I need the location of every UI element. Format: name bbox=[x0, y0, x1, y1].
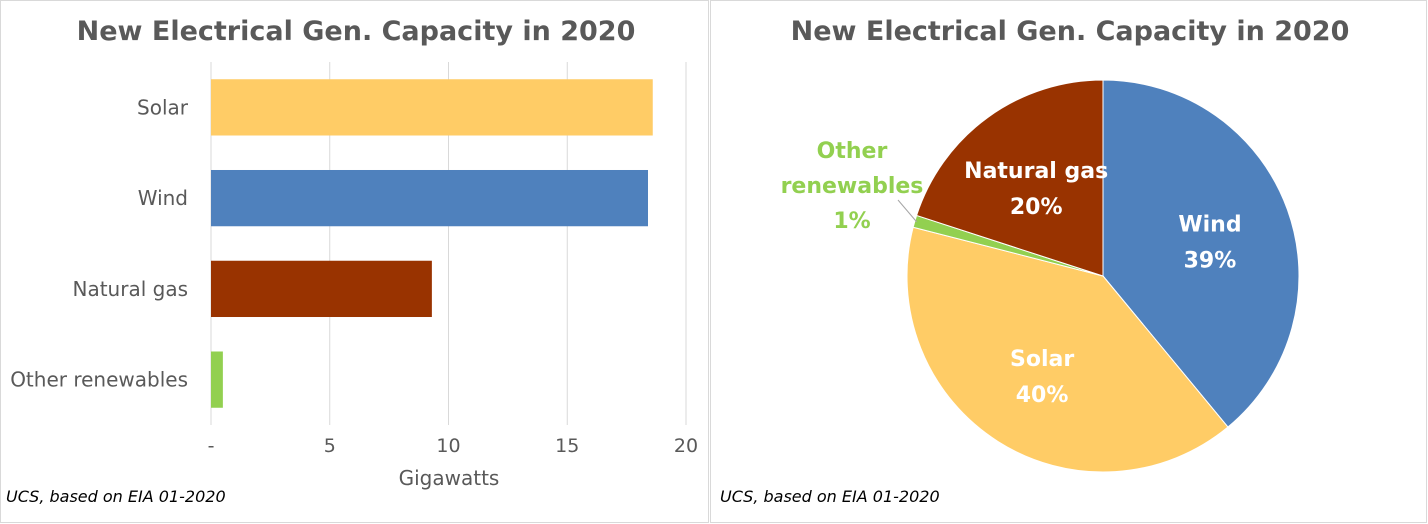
pie-slice bbox=[906, 226, 1229, 473]
pie-slices bbox=[906, 79, 1300, 473]
bar-x-tick-label: 10 bbox=[436, 435, 460, 457]
pie-slice-name-label: Natural gas bbox=[964, 159, 1108, 184]
bar-x-tick-label: 15 bbox=[555, 435, 579, 457]
bar bbox=[211, 260, 432, 318]
bar-tick-labels: - 5 10 15 20 bbox=[208, 435, 699, 457]
bar bbox=[211, 79, 653, 136]
pie-slice-name-label: Wind bbox=[1178, 212, 1241, 237]
bar bbox=[211, 169, 648, 227]
pie-small-slice-percent-label: 1% bbox=[833, 209, 870, 234]
bar-category-label: Natural gas bbox=[73, 277, 189, 301]
bar-chart: New Electrical Gen. Capacity in 2020 Sol… bbox=[6, 16, 698, 506]
bar-category-label: Wind bbox=[138, 186, 188, 210]
bar-x-axis-title: Gigawatts bbox=[399, 466, 500, 490]
bar bbox=[211, 351, 223, 408]
bar-x-tick-label: 20 bbox=[674, 435, 698, 457]
pie-slice-name-label: Solar bbox=[1010, 347, 1074, 372]
pie-slice bbox=[1102, 79, 1300, 428]
pie-chart: New Electrical Gen. Capacity in 2020 Win… bbox=[720, 16, 1349, 506]
bar-chart-title: New Electrical Gen. Capacity in 2020 bbox=[77, 16, 636, 47]
bar-source-note: UCS, based on EIA 01-2020 bbox=[6, 487, 226, 506]
pie-slice-percent-label: 20% bbox=[1010, 195, 1063, 220]
bar-x-tick-label: 5 bbox=[324, 435, 336, 457]
pie-slice-percent-label: 39% bbox=[1184, 248, 1237, 273]
pie-slice-percent-label: 40% bbox=[1016, 383, 1069, 408]
pie-small-slice-name-label: Other bbox=[817, 139, 888, 164]
pie-chart-title: New Electrical Gen. Capacity in 2020 bbox=[791, 16, 1350, 47]
pie-source-note: UCS, based on EIA 01-2020 bbox=[720, 487, 940, 506]
pie-labels: Wind 39% Solar 40% Other renewables 1% Natural … bbox=[781, 139, 1242, 408]
pie-slice bbox=[915, 79, 1104, 277]
bar-category-label: Other renewables bbox=[10, 368, 188, 392]
bar-category-label: Solar bbox=[137, 95, 189, 119]
bar-category-labels: Solar Wind Natural gas Other renewables bbox=[10, 95, 189, 391]
bar-x-tick-label: - bbox=[208, 435, 215, 457]
pie-small-slice-name-label: renewables bbox=[781, 174, 924, 199]
pie-leader-line bbox=[897, 199, 918, 223]
bar-series bbox=[211, 79, 653, 408]
